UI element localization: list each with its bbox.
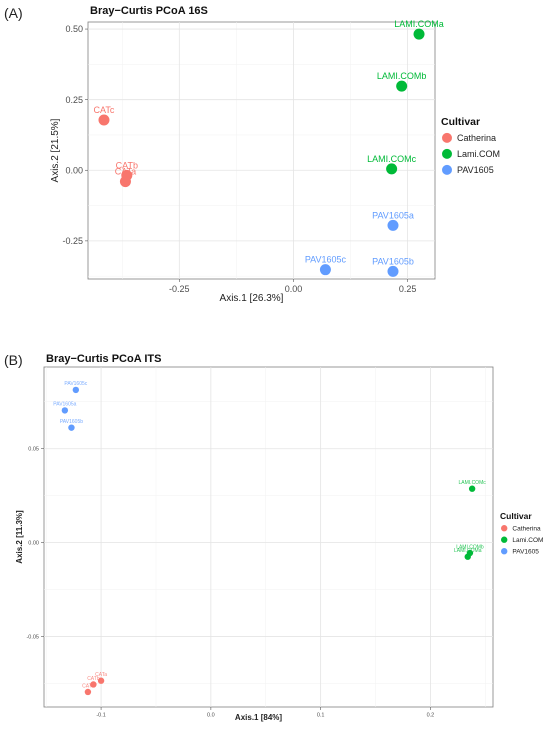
- data-point: [464, 553, 471, 560]
- panel-a: (A) Bray−Curtis PCoA 16S -0.25 0.00 0.25 -0.2…: [4, 5, 500, 304]
- y-tick-label: -0.25: [62, 236, 83, 246]
- point-label: PAV1605b: [372, 256, 414, 266]
- legend-entry: Catherina: [457, 133, 496, 143]
- legend-entry: PAV1605: [512, 549, 539, 556]
- y-tick-label: 0.50: [65, 24, 83, 34]
- data-point: [387, 219, 399, 231]
- y-axis-title: Axis.2 [11.3%]: [15, 510, 24, 564]
- plot-area: [43, 366, 494, 708]
- x-tick-label: 0.25: [399, 284, 417, 294]
- data-point: [386, 163, 398, 175]
- data-point: [61, 407, 69, 414]
- data-point: [468, 485, 476, 492]
- data-point: [84, 688, 92, 696]
- data-point: [119, 176, 131, 188]
- legend-title: Cultivar: [441, 116, 480, 128]
- point-label: PAV1605a: [372, 210, 414, 220]
- x-axis-title: Axis.1 [84%]: [235, 713, 282, 722]
- legend-swatch: [501, 525, 508, 532]
- point-label: PAV1605c: [305, 255, 347, 265]
- legend-entry: Lami.COM: [512, 537, 543, 544]
- y-tick-label: 0.00: [65, 165, 83, 175]
- y-axis-title: Axis.2 [21.5%]: [50, 118, 61, 182]
- legend-swatch: [442, 164, 452, 175]
- data-point: [413, 28, 425, 40]
- data-point: [68, 424, 75, 431]
- point-label: PAV1605b: [60, 419, 83, 425]
- legend-entry: PAV1605: [457, 165, 494, 175]
- x-tick-label: 0.00: [285, 284, 303, 294]
- x-axis-title: Axis.1 [26.3%]: [220, 293, 284, 304]
- point-label: CATc: [82, 683, 94, 689]
- y-tick-label: 0.25: [65, 95, 83, 105]
- point-label: PAV1605c: [64, 381, 87, 387]
- point-label: LAMI.COMc: [367, 154, 417, 164]
- legend-swatch: [442, 132, 452, 143]
- y-tick-label: 0.05: [28, 447, 39, 453]
- data-point: [396, 80, 408, 92]
- data-point: [97, 677, 105, 684]
- x-tick-label: 0.1: [317, 713, 325, 719]
- panel-label: (B): [4, 352, 23, 368]
- panel-b: (B) Bray−Curtis PCoA ITS -0.1 0.0 0.1 0.2 -0.0…: [4, 352, 543, 722]
- x-tick-label: -0.1: [96, 713, 105, 719]
- point-label: LAMI.COMa: [394, 19, 444, 29]
- point-label: LAMI.COMb: [377, 71, 427, 81]
- point-label: LAMI.COMb: [456, 544, 484, 550]
- legend-title: Cultivar: [500, 511, 532, 521]
- data-point: [387, 265, 399, 277]
- point-label: CATb: [87, 676, 100, 682]
- panel-label: (A): [4, 5, 23, 21]
- y-tick-label: 0.00: [28, 541, 39, 547]
- legend-entry: Catherina: [512, 526, 541, 533]
- point-label: LAMI.COMc: [459, 480, 487, 486]
- data-point: [72, 386, 80, 394]
- legend-swatch: [501, 548, 508, 555]
- plot-area: [87, 21, 436, 280]
- data-point: [98, 114, 110, 126]
- legend-swatch: [442, 148, 452, 159]
- point-label: LAMI.COMa: [454, 548, 482, 554]
- legend-swatch: [501, 536, 508, 543]
- x-tick-label: 0.2: [427, 713, 435, 719]
- chart-title: Bray−Curtis PCoA 16S: [90, 5, 208, 17]
- chart-title: Bray−Curtis PCoA ITS: [46, 353, 161, 365]
- point-label: CATc: [94, 105, 115, 115]
- legend-entry: Lami.COM: [457, 149, 500, 159]
- point-label: CATb: [116, 160, 138, 170]
- point-label: CATa: [115, 167, 136, 177]
- point-label: PAV1605a: [53, 402, 76, 408]
- point-label: CATa: [95, 672, 107, 678]
- y-tick-label: -0.05: [26, 634, 39, 640]
- x-tick-label: 0.0: [207, 713, 215, 719]
- data-point: [319, 264, 331, 276]
- x-tick-label: -0.25: [169, 284, 190, 294]
- data-point: [90, 681, 97, 688]
